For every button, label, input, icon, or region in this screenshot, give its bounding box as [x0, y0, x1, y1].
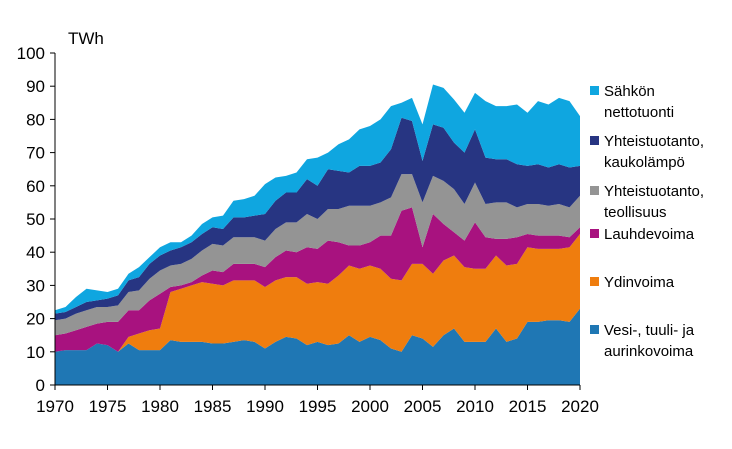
x-tick-label: 1970: [36, 397, 74, 416]
stacked-areas: [55, 84, 580, 385]
area-series-4: [55, 117, 580, 321]
x-tick-label: 1995: [299, 397, 337, 416]
x-axis-ticks: 1970 1975 1980 1985 1990 1995 2000 2005 2010 2015…: [36, 385, 599, 416]
y-tick-label: 70: [26, 144, 45, 163]
y-tick-label: 100: [17, 44, 45, 63]
legend-label: Sähkön: [604, 83, 655, 100]
y-tick-label: 10: [26, 343, 45, 362]
x-tick-label: 1975: [89, 397, 127, 416]
legend-swatch: [590, 186, 599, 195]
y-tick-label: 40: [26, 243, 45, 262]
area-series-1: [55, 233, 580, 352]
legend-swatch: [590, 86, 599, 95]
y-axis-unit-label: TWh: [68, 29, 104, 48]
legend-label: Lauhdevoima: [604, 226, 695, 243]
x-tick-label: 2010: [456, 397, 494, 416]
x-tick-label: 1980: [141, 397, 179, 416]
legend: Sähkön nettotuonti Yhteistuotanto, kaukoläm…: [590, 83, 704, 360]
legend-swatch: [590, 229, 599, 238]
y-tick-label: 60: [26, 177, 45, 196]
legend-label: kaukolämpö: [604, 154, 685, 171]
x-tick-label: 1985: [194, 397, 232, 416]
y-tick-label: 50: [26, 210, 45, 229]
x-tick-label: 2015: [509, 397, 547, 416]
legend-label: Vesi-, tuuli- ja: [604, 322, 695, 339]
legend-label: Yhteistuotanto,: [604, 183, 704, 200]
x-tick-label: 1990: [246, 397, 284, 416]
y-tick-label: 80: [26, 110, 45, 129]
y-tick-label: 0: [36, 376, 45, 395]
x-tick-label: 2005: [404, 397, 442, 416]
legend-label: aurinkovoima: [604, 343, 694, 360]
legend-label: Yhteistuotanto,: [604, 133, 704, 150]
legend-label: teollisuus: [604, 204, 667, 221]
x-tick-label: 2000: [351, 397, 389, 416]
y-tick-label: 30: [26, 276, 45, 295]
area-series-2: [55, 207, 580, 352]
y-axis-ticks: 0 10 20 30 40 50 60 70 80 90 100: [17, 44, 55, 395]
legend-swatch: [590, 277, 599, 286]
area-series-0: [55, 308, 580, 385]
legend-swatch: [590, 136, 599, 145]
legend-swatch: [590, 325, 599, 334]
y-tick-label: 90: [26, 77, 45, 96]
y-tick-label: 20: [26, 310, 45, 329]
area-series-3: [55, 174, 580, 336]
x-tick-label: 2020: [561, 397, 599, 416]
legend-label: nettotuonti: [604, 104, 674, 121]
legend-label: Ydinvoima: [604, 274, 675, 291]
